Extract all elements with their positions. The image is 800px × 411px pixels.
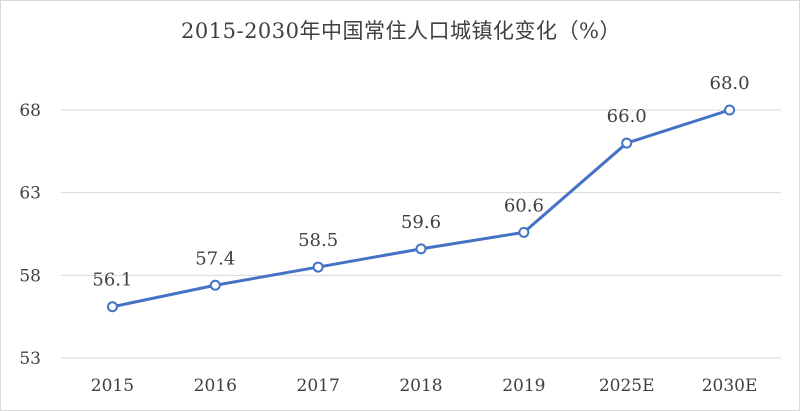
x-tick-label: 2019 (502, 376, 545, 396)
data-point (209, 279, 221, 291)
x-tick-label: 2030E (702, 376, 758, 396)
data-label: 68.0 (710, 73, 750, 94)
data-label: 60.6 (504, 195, 544, 216)
y-tick-label: 53 (19, 349, 41, 369)
point-markers (106, 104, 736, 313)
data-label: 58.5 (298, 230, 338, 251)
data-label: 59.6 (401, 212, 441, 233)
data-labels: 56.1 57.4 58.5 59.6 60.6 66.0 68.0 (92, 73, 749, 291)
data-point (415, 243, 427, 255)
y-tick-label: 58 (19, 266, 41, 286)
data-label: 57.4 (195, 248, 235, 269)
data-point (621, 137, 633, 149)
series-line-layer (112, 108, 731, 309)
x-axis-ticks: 2015 2016 2017 2018 2019 2025E 2030E (91, 376, 758, 396)
y-axis-ticks: 53 58 63 68 (19, 101, 41, 369)
x-tick-label: 2017 (297, 376, 340, 396)
chart-title: 2015-2030年中国常住人口城镇化变化（%） (181, 19, 621, 43)
x-tick-label: 2016 (194, 376, 237, 396)
series-line (112, 108, 731, 309)
data-point (106, 301, 118, 313)
y-tick-label: 63 (19, 184, 41, 204)
data-point (312, 261, 324, 273)
x-tick-label: 2018 (399, 376, 442, 396)
data-point (518, 226, 530, 238)
data-label: 66.0 (607, 106, 647, 127)
gridlines (61, 109, 781, 359)
x-tick-label: 2015 (91, 376, 134, 396)
x-tick-label: 2025E (599, 376, 655, 396)
y-tick-label: 68 (19, 101, 41, 121)
data-label: 56.1 (92, 270, 132, 291)
data-point (724, 104, 736, 116)
